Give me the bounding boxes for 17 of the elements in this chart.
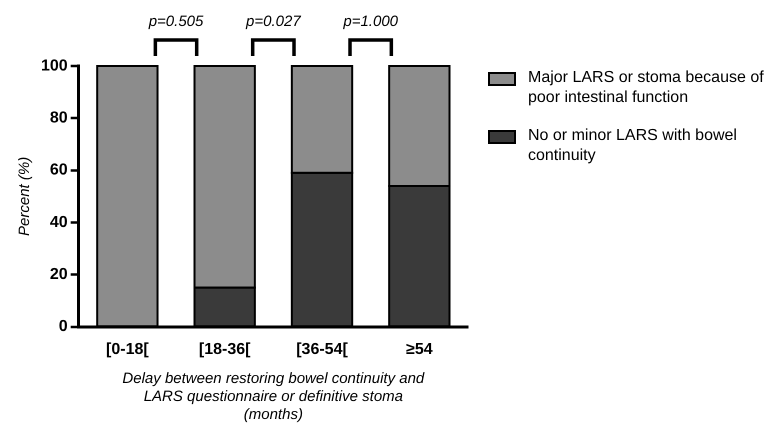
x-tick-label: ≥54 bbox=[406, 340, 433, 358]
x-tick-label: [18-36[ bbox=[198, 340, 252, 358]
y-tick-label: 80 bbox=[50, 110, 68, 127]
y-tick-label: 40 bbox=[50, 214, 68, 231]
text: Major LARS or stoma because of poor intestinal function bbox=[528, 68, 765, 108]
y-axis-title: Percent (%) bbox=[16, 156, 34, 236]
legend-label: No or minor LARS with bowel continuity bbox=[528, 126, 738, 166]
y-tick-label: 0 bbox=[58, 318, 68, 336]
text: p=1.000 bbox=[342, 13, 399, 30]
x-tick-label: [36-54[ bbox=[296, 340, 348, 358]
y-tick-label: 60 bbox=[50, 162, 68, 179]
x-tick-label: [0-18[ bbox=[106, 340, 150, 358]
text: p=0.505 bbox=[148, 13, 204, 30]
y-tick-label: 20 bbox=[50, 266, 68, 284]
y-tick-label: 100 bbox=[40, 57, 68, 74]
x-axis-title: Delay between restoring bowel continuity and LARS questionnaire or definitive stoma (months) bbox=[122, 370, 425, 424]
text: p=0.027 bbox=[245, 13, 302, 30]
